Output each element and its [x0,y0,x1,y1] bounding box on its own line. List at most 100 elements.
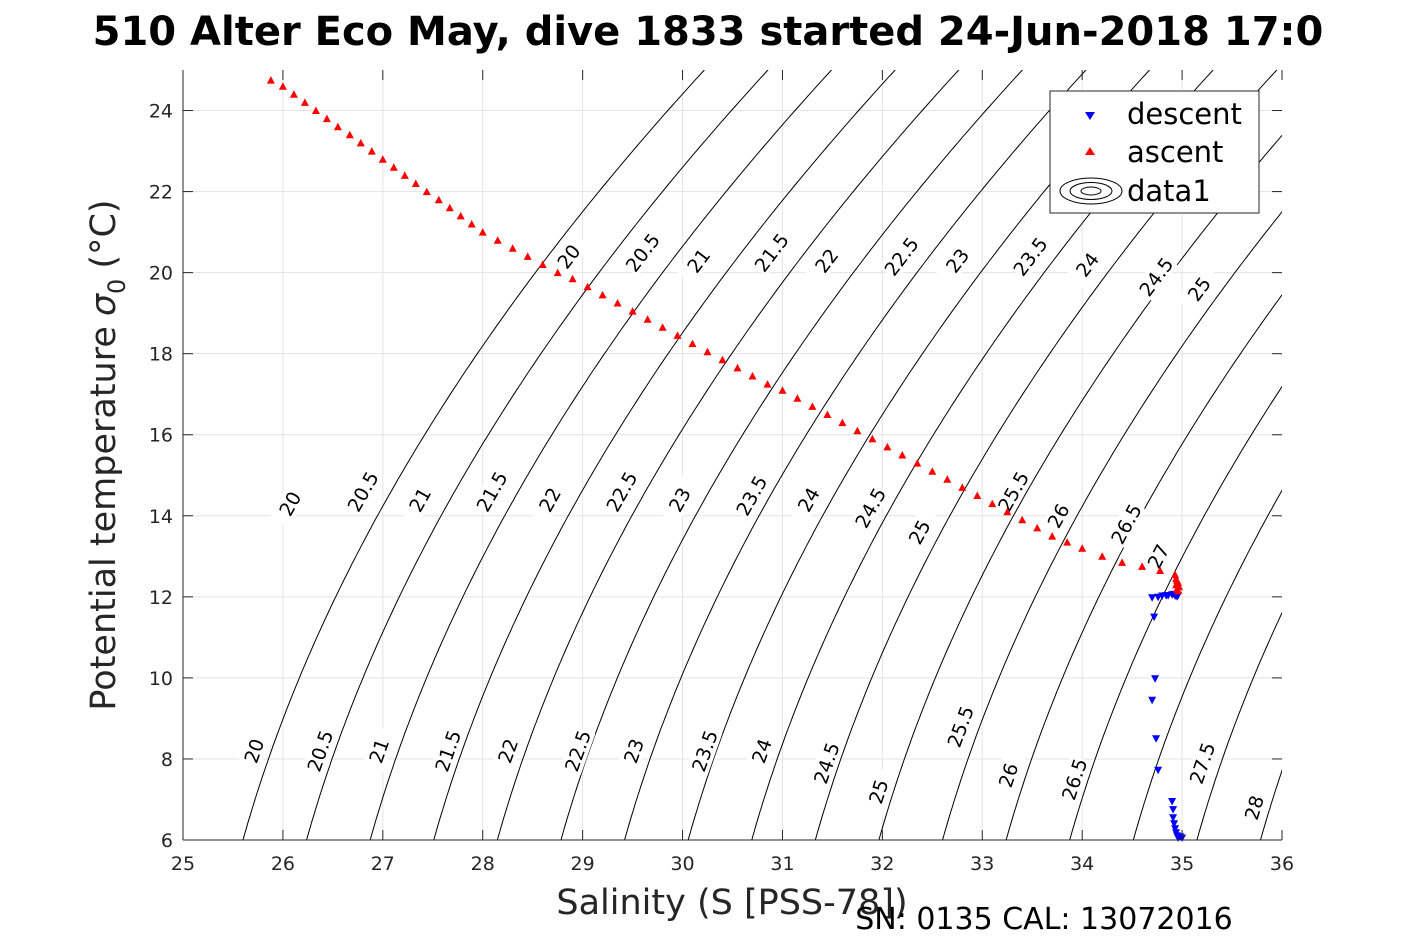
ascent-marker [389,163,398,171]
ascent-marker [553,268,562,277]
contour-label-backing [302,726,338,776]
ascent-marker [928,467,937,475]
contour-label-backing [529,475,571,525]
contour-line [306,70,769,840]
contour-line [496,70,960,840]
ascent-marker [598,290,607,299]
ascent-marker [793,394,802,402]
contour-label-backing [615,726,652,776]
x-axis-label: Salinity (S [PSS-78]) [556,883,907,923]
chart-title: 510 Alter Eco May, dive 1833 started 24-… [93,9,1324,55]
y-axis-unit: (°C) [84,199,124,268]
legend-ascent-label: ascent [1127,135,1223,169]
descent-marker [1169,814,1178,822]
descent-marker [1154,593,1163,602]
contour-label-backing [942,702,979,751]
y-tick-label: 14 [149,506,173,528]
ascent-marker [1171,570,1180,579]
contour-line [560,70,1023,840]
descent-marker [1169,806,1178,814]
y-tick-label: 16 [149,425,173,447]
contour-label-backing [1105,499,1147,549]
contour-label-backing [559,726,596,776]
contour-line [1132,489,1282,840]
legend-contour-icon [1059,177,1123,205]
ascent-marker [1063,538,1072,546]
ascent-marker [478,228,487,236]
contour-label-backing [808,738,844,788]
x-tick-label: 33 [970,853,994,875]
ascent-marker [1156,566,1165,574]
x-tick-label: 35 [1170,853,1194,875]
ascent-marker [688,339,697,348]
ascent-marker [322,114,331,123]
descent-marker [1171,825,1180,833]
x-tick-label: 27 [371,853,395,875]
y-tick-label: 24 [149,101,173,123]
descent-marker [1168,798,1177,806]
descent-marker [1154,766,1163,775]
ascent-marker [1033,523,1042,532]
descent-marker [1170,820,1179,828]
contour-label-backing [1237,783,1271,832]
ascent-marker [823,410,832,418]
ascent-marker [434,195,443,204]
y-tick-label: 6 [161,830,173,852]
ascent-marker [613,299,622,307]
ascent-marker [1048,532,1057,540]
contour-label-backing [743,726,780,776]
ascent-marker [1118,558,1127,566]
ascent-marker [538,260,547,268]
ascent-marker [958,483,967,491]
ascent-marker [838,418,847,427]
legend-data1-label: data1 [1127,174,1211,208]
ascent-marker [378,155,387,163]
ascent-marker [300,98,309,106]
contour-label-backing [879,232,924,281]
contour-line [1069,385,1282,840]
legend-box [1049,90,1260,214]
ascent-marker [703,347,712,356]
ascent-marker [763,380,772,388]
ascent-marker [868,434,877,443]
contour-label-backing [804,236,849,285]
ascent-marker [583,282,592,291]
ascent-marker [356,138,365,147]
contour-line [369,70,833,840]
y-axis-subscript: 0 [103,279,131,294]
ascent-marker [673,331,682,339]
contour-label-backing [1138,531,1178,581]
footer-serial-calibration: SN: 0135 CAL: 13072016 [855,902,1233,937]
legend: descent ascent data1 [1049,90,1260,214]
x-tick-label: 32 [870,853,894,875]
contour-label-backing [1065,240,1110,289]
contour-label-backing [1037,491,1079,541]
contour-line [1196,611,1282,840]
descent-marker [1148,696,1157,705]
contour-line [941,211,1282,840]
x-tick-label: 36 [1270,853,1294,875]
tick-labels: 25 26 27 28 29 30 31 32 33 34 35 36 6 8 10 12 14 16 18 20 22… [149,101,1294,875]
contour-label-backing [399,475,441,525]
ascent-marker [1098,552,1107,560]
ascent-marker [345,130,354,139]
contour-label-backing [490,726,526,776]
ascent-marker [1003,507,1012,516]
ascent-marker [422,187,431,196]
ascent-marker [1138,562,1147,570]
ascent-marker [568,274,577,283]
y-tick-label: 18 [149,344,173,366]
y-tick-label: 12 [149,587,173,609]
axes [182,70,1283,841]
contour-label-backing [601,466,643,517]
contour-label-backing [659,474,700,525]
ascent-marker [289,90,298,98]
contour-label-backing [850,483,891,533]
ascent-marker [445,203,454,212]
ascent-marker [411,179,420,187]
contour-line [1005,294,1282,840]
ascent-marker [883,442,892,451]
contour-line [687,70,1151,840]
contour-label-backing [1177,264,1222,314]
x-tick-label: 29 [571,853,595,875]
